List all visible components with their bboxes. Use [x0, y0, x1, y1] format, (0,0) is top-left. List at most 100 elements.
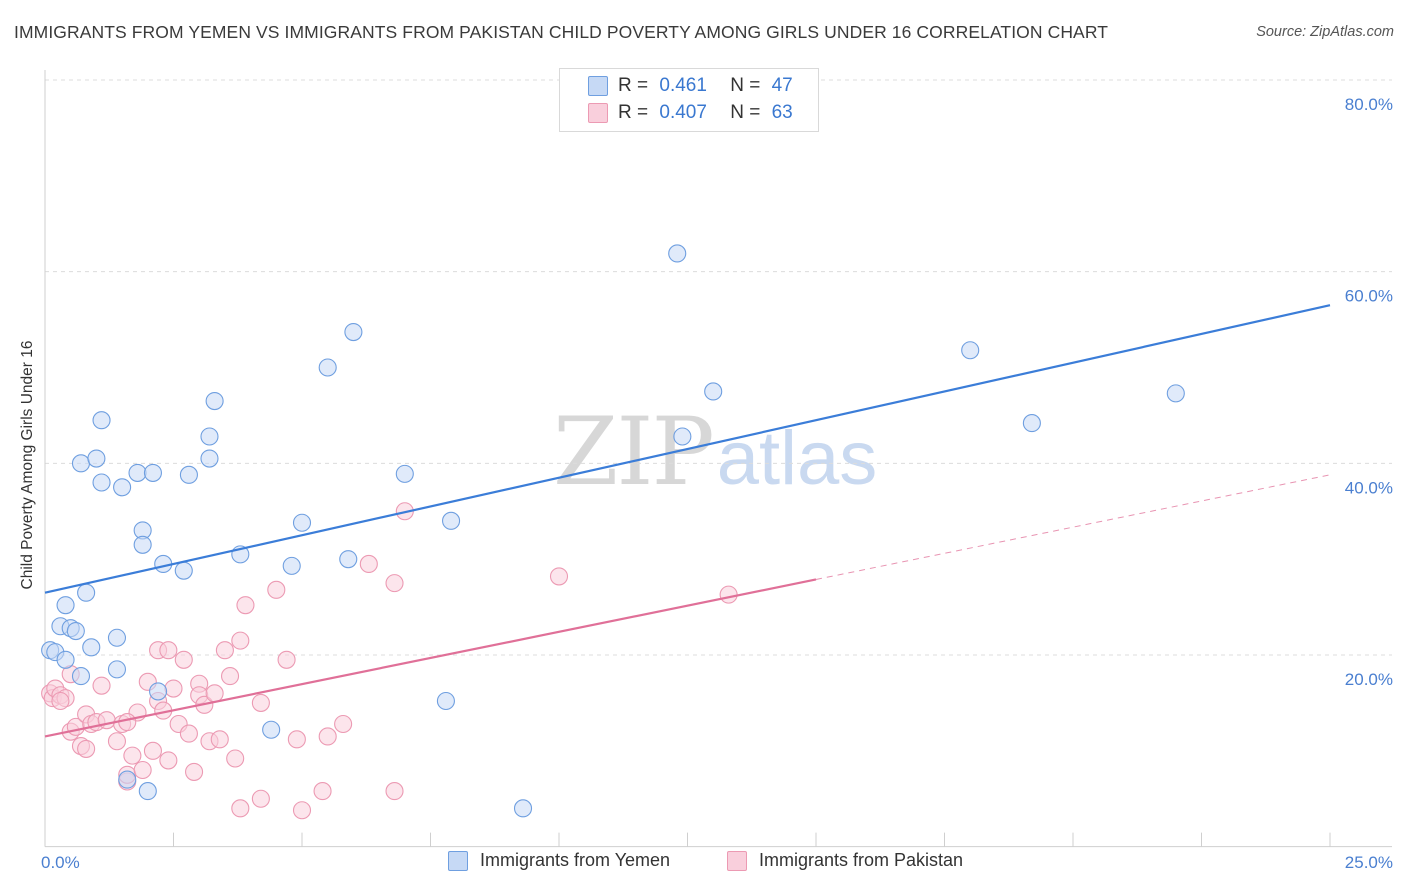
point-pakistan-27	[159, 751, 178, 770]
point-yemen-17	[128, 463, 147, 482]
point-pakistan-60	[159, 641, 178, 660]
point-pakistan-49	[287, 730, 306, 749]
point-yemen-45	[1166, 384, 1185, 403]
legend-pakistan-text: R = 0.407 N = 63	[618, 102, 793, 124]
point-yemen-9	[77, 583, 96, 602]
x-tick-label-1: 25.0%	[1345, 853, 1393, 872]
point-yemen-28	[205, 391, 224, 411]
point-pakistan-28	[164, 679, 183, 698]
point-yemen-36	[395, 464, 414, 483]
legend-bottom-swatch-pakistan	[727, 850, 747, 871]
legend-yemen-n-label: N =	[730, 75, 761, 96]
point-pakistan-23	[143, 741, 162, 760]
source-label: Source: ZipAtlas.com	[1256, 24, 1394, 40]
point-yemen-23	[138, 782, 157, 801]
chart-title: IMMIGRANTS FROM YEMEN VS IMMIGRANTS FROM…	[14, 22, 1109, 42]
point-pakistan-42	[231, 631, 250, 650]
point-yemen-31	[282, 556, 301, 575]
legend-correlation: R = 0.461 N = 47 R = 0.407 N = 63	[559, 68, 819, 132]
legend-yemen-r-label: R =	[618, 75, 649, 96]
legend-series: Immigrants from Yemen Immigrants from Pa…	[0, 850, 1406, 878]
point-pakistan-19	[123, 746, 142, 765]
point-pakistan-15	[107, 732, 127, 751]
point-pakistan-47	[267, 580, 286, 599]
point-pakistan-58	[549, 567, 569, 586]
point-yemen-15	[107, 660, 127, 679]
y-tick-label-2: 60.0%	[1345, 287, 1393, 306]
point-pakistan-41	[226, 749, 245, 768]
series-yemen-points	[41, 244, 1185, 818]
point-yemen-41	[673, 427, 692, 446]
point-yemen-33	[318, 358, 337, 377]
point-yemen-10	[82, 638, 101, 657]
point-yemen-26	[200, 427, 219, 446]
point-pakistan-56	[385, 782, 404, 801]
legend-swatch-yemen	[588, 76, 608, 96]
legend-item-yemen: Immigrants from Yemen	[448, 850, 670, 871]
point-pakistan-37	[205, 684, 224, 703]
point-pakistan-53	[334, 714, 353, 734]
point-yemen-35	[344, 322, 363, 342]
point-pakistan-39	[215, 641, 234, 660]
point-yemen-46	[118, 770, 137, 789]
point-yemen-32	[292, 513, 312, 532]
series-pakistan-points	[41, 502, 738, 820]
point-yemen-19	[133, 535, 152, 554]
point-yemen-3	[56, 650, 75, 669]
point-yemen-37	[436, 691, 455, 711]
point-yemen-27	[200, 449, 219, 468]
point-yemen-38	[442, 511, 461, 530]
point-pakistan-46	[251, 789, 270, 808]
point-yemen-8	[71, 454, 91, 473]
point-pakistan-55	[385, 574, 404, 593]
point-pakistan-45	[251, 693, 270, 712]
legend-swatch-pakistan	[588, 103, 608, 123]
legend-pakistan-r-value: 0.407	[659, 102, 707, 123]
point-yemen-21	[149, 682, 168, 701]
point-pakistan-38	[210, 730, 229, 749]
point-yemen-40	[668, 244, 687, 263]
point-yemen-30	[262, 720, 281, 739]
point-pakistan-51	[313, 782, 332, 801]
point-yemen-16	[113, 478, 132, 497]
point-yemen-4	[56, 596, 75, 615]
point-yemen-24	[174, 561, 193, 580]
point-pakistan-61	[51, 691, 70, 711]
point-pakistan-50	[292, 801, 312, 820]
y-tick-label-1: 40.0%	[1345, 478, 1393, 497]
legend-item-pakistan: Immigrants from Pakistan	[727, 850, 963, 871]
legend-yemen-r-value: 0.461	[659, 75, 707, 96]
x-tick-labels: 0.0% 25.0%	[41, 853, 1393, 872]
point-pakistan-30	[174, 650, 193, 669]
point-pakistan-10	[77, 739, 96, 758]
legend-yemen-text: R = 0.461 N = 47	[618, 75, 793, 97]
point-pakistan-52	[318, 727, 337, 746]
point-pakistan-44	[236, 596, 255, 615]
legend-row-yemen: R = 0.461 N = 47	[588, 74, 793, 98]
trend-line-pakistan	[44, 578, 817, 738]
point-yemen-7	[71, 667, 91, 686]
point-yemen-39	[513, 799, 533, 818]
trend-lines	[44, 304, 1331, 738]
point-yemen-13	[92, 473, 111, 492]
point-pakistan-43	[231, 799, 250, 818]
y-tick-label-0: 20.0%	[1345, 670, 1393, 689]
legend-yemen-n-value: 47	[771, 75, 793, 96]
point-yemen-43	[961, 341, 980, 360]
point-pakistan-21	[133, 760, 152, 780]
point-pakistan-62	[118, 713, 137, 732]
point-yemen-20	[143, 463, 162, 482]
point-yemen-42	[704, 382, 723, 401]
point-yemen-12	[92, 411, 111, 430]
legend-pakistan-n-value: 63	[771, 102, 793, 123]
grid-lines	[45, 79, 1392, 656]
point-yemen-44	[1022, 414, 1041, 433]
axes	[44, 70, 1392, 848]
legend-bottom-label-yemen: Immigrants from Yemen	[480, 850, 671, 870]
legend-pakistan-n-label: N =	[730, 102, 761, 123]
point-pakistan-32	[185, 762, 204, 781]
trend-line-pakistan-extension	[815, 474, 1331, 580]
y-tick-label-3: 80.0%	[1345, 95, 1393, 114]
legend-bottom-label-pakistan: Immigrants from Pakistan	[759, 850, 964, 870]
